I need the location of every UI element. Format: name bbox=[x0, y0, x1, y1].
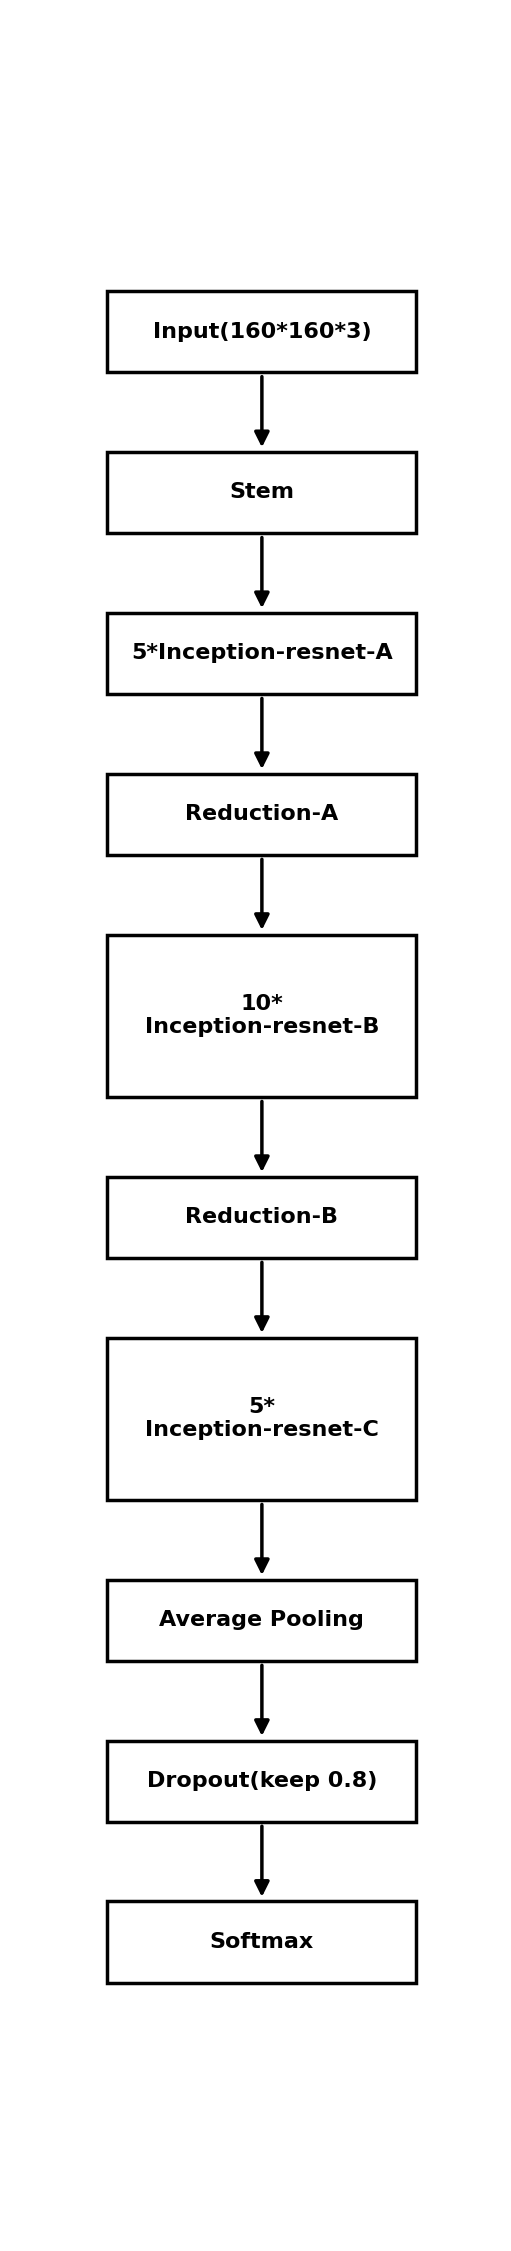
FancyBboxPatch shape bbox=[107, 290, 416, 371]
Text: Stem: Stem bbox=[229, 482, 294, 502]
Text: Dropout(keep 0.8): Dropout(keep 0.8) bbox=[147, 1772, 377, 1792]
FancyBboxPatch shape bbox=[107, 934, 416, 1096]
FancyBboxPatch shape bbox=[107, 1337, 416, 1499]
Text: Reduction-B: Reduction-B bbox=[185, 1207, 338, 1227]
Text: Reduction-A: Reduction-A bbox=[185, 804, 338, 824]
Text: 5*Inception-resnet-A: 5*Inception-resnet-A bbox=[131, 644, 393, 664]
FancyBboxPatch shape bbox=[107, 1580, 416, 1661]
FancyBboxPatch shape bbox=[107, 1177, 416, 1258]
Text: Average Pooling: Average Pooling bbox=[159, 1609, 364, 1630]
Text: Input(160*160*3): Input(160*160*3) bbox=[153, 322, 371, 342]
FancyBboxPatch shape bbox=[107, 452, 416, 533]
Text: 10*
Inception-resnet-B: 10* Inception-resnet-B bbox=[145, 995, 379, 1038]
FancyBboxPatch shape bbox=[107, 774, 416, 855]
FancyBboxPatch shape bbox=[107, 612, 416, 693]
Text: 5*
Inception-resnet-C: 5* Inception-resnet-C bbox=[145, 1398, 379, 1441]
FancyBboxPatch shape bbox=[107, 1902, 416, 1983]
FancyBboxPatch shape bbox=[107, 1740, 416, 1821]
Text: Softmax: Softmax bbox=[210, 1931, 314, 1952]
